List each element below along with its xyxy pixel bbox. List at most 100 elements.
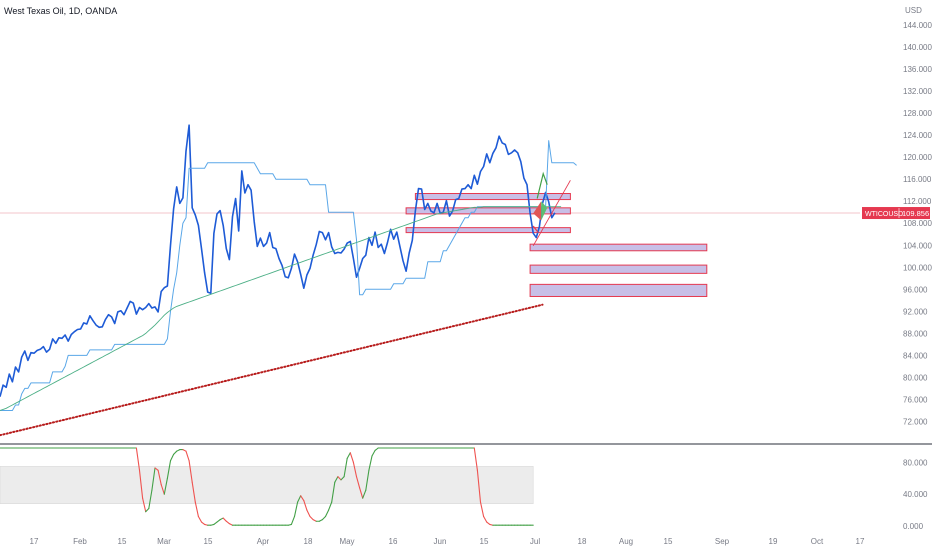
price-tick-label: 112.000 [903, 197, 932, 206]
stochastic-tick-label: 0.000 [903, 522, 924, 531]
time-tick-label: Aug [619, 537, 633, 546]
currency-label: USD [905, 6, 922, 15]
stochastic-segment [355, 476, 361, 489]
time-tick-label: Sep [715, 537, 730, 546]
time-tick-label: 19 [769, 537, 778, 546]
stochastic-segment [334, 476, 339, 483]
series-line-ma [0, 206, 562, 411]
price-tick-label: 116.000 [903, 175, 932, 184]
stochastic-segment [365, 469, 370, 491]
stochastic-segment [343, 457, 348, 478]
stochastic-segment [368, 455, 373, 471]
price-tick-label: 136.000 [903, 65, 932, 74]
trendline [532, 180, 571, 247]
price-tick-label: 128.000 [903, 109, 932, 118]
time-tick-label: Jun [434, 537, 447, 546]
stochastic-segment [197, 515, 203, 523]
wedge-up-shape [541, 201, 548, 221]
stochastic-segment [371, 449, 376, 457]
stochastic-segment [157, 469, 162, 486]
series-line-long_ma [0, 303, 544, 437]
time-tick-label: Apr [257, 537, 270, 546]
time-tick-label: May [339, 537, 354, 546]
stochastic-segment [306, 509, 311, 518]
time-tick-label: 15 [118, 537, 127, 546]
price-zone [529, 283, 708, 297]
stochastic-segment [173, 450, 178, 455]
symbol-title: West Texas Oil, 1D, OANDA [4, 6, 118, 16]
stochastic-segment [135, 447, 141, 471]
price-tick-label: 124.000 [903, 131, 932, 140]
stochastic-segment [188, 460, 193, 483]
time-tick-label: 17 [30, 537, 39, 546]
price-badge-symbol: WTICOUSD [865, 211, 903, 218]
stochastic-segment [225, 520, 230, 525]
stochastic-segment [309, 515, 314, 521]
time-tick-label: 15 [204, 537, 213, 546]
stochastic-segment [222, 517, 227, 522]
price-tick-label: 120.000 [903, 153, 932, 162]
stochastic-segment [169, 453, 175, 462]
stochastic-segment [219, 517, 224, 521]
stochastic-segment [166, 460, 172, 479]
stochastic-segment [142, 497, 147, 513]
price-tick-label: 88.000 [903, 329, 928, 338]
stochastic-segment [312, 519, 317, 522]
price-zone [414, 193, 571, 201]
time-tick-label: 18 [304, 537, 313, 546]
stochastic-segment [483, 515, 488, 523]
stochastic-segment [216, 519, 221, 523]
stochastic-segment [194, 501, 199, 518]
series-line-WTICOUSD [0, 124, 556, 397]
price-tick-label: 144.000 [903, 21, 932, 30]
time-tick-label: Oct [811, 537, 824, 546]
price-tick-label: 140.000 [903, 43, 932, 52]
stochastic-segment [328, 501, 333, 511]
stochastic-segment [300, 495, 305, 502]
price-badge [862, 207, 930, 220]
series-line-donchian [0, 140, 577, 411]
stochastic-segment [340, 476, 345, 481]
stochastic-segment [318, 519, 323, 522]
wedge-down-shape [533, 201, 542, 221]
time-tick-label: Mar [157, 537, 171, 546]
time-tick-label: Jul [530, 537, 540, 546]
stochastic-segment [293, 501, 299, 518]
time-tick-label: Feb [73, 537, 87, 546]
stochastic-segment [303, 499, 308, 511]
stochastic-segment [182, 449, 187, 452]
price-tick-label: 92.000 [903, 307, 928, 316]
stochastic-segment [362, 489, 367, 499]
stochastic-segment [337, 476, 342, 481]
stochastic-tick-label: 80.000 [903, 458, 928, 467]
price-tick-label: 84.000 [903, 351, 928, 360]
price-zone [529, 243, 708, 252]
stochastic-segment [476, 469, 482, 503]
time-tick-label: 18 [578, 537, 587, 546]
stochastic-segment [154, 467, 159, 471]
stochastic-segment [346, 452, 351, 459]
stochastic-segment [138, 469, 144, 499]
stochastic-segment [228, 523, 234, 526]
projection-down-arrow [532, 225, 539, 233]
price-tick-label: 100.000 [903, 263, 932, 272]
projection-up-arrow [536, 171, 548, 199]
stochastic-segment [374, 447, 379, 451]
stochastic-segment [160, 484, 165, 495]
stochastic-segment [473, 447, 478, 471]
stochastic-segment [352, 461, 358, 478]
price-zone [405, 207, 571, 215]
stochastic-segment [148, 489, 153, 510]
price-tick-label: 132.000 [903, 87, 932, 96]
stochastic-segment [163, 477, 168, 495]
price-tick-label: 104.000 [903, 241, 932, 250]
stochastic-segment [349, 452, 354, 463]
price-tick-label: 96.000 [903, 285, 928, 294]
price-tick-label: 108.000 [903, 219, 932, 228]
stochastic-segment [290, 515, 296, 525]
price-tick-label: 72.000 [903, 417, 928, 426]
price-tick-label: 76.000 [903, 395, 928, 404]
stochastic-segment [324, 509, 330, 518]
